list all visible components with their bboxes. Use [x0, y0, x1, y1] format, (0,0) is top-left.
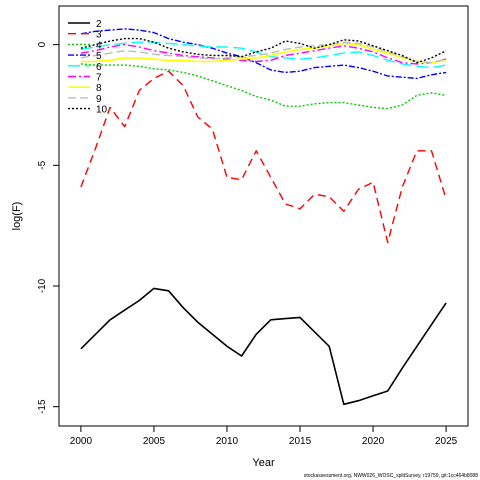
series-line-2	[80, 287, 447, 406]
series-line-3	[80, 70, 447, 244]
y-axis: 0 -5 -10 -15	[37, 41, 59, 414]
legend-label-3: 3	[96, 30, 102, 41]
x-axis: 2000 2005 2010 2015 2020 2025	[70, 426, 458, 447]
legend-label-10: 10	[96, 105, 108, 116]
x-tick-label: 2025	[435, 436, 458, 447]
series-layer	[80, 28, 447, 406]
y-tick-label: -15	[37, 399, 48, 414]
series-line-6	[80, 41, 447, 69]
legend-label-4: 4	[96, 40, 102, 51]
legend-label-6: 6	[96, 62, 102, 73]
x-tick-label: 2015	[289, 436, 312, 447]
x-axis-title: Year	[252, 457, 275, 469]
series-line-7	[80, 43, 447, 65]
y-tick-label: -10	[37, 278, 48, 293]
y-axis-title: log(F)	[11, 202, 23, 231]
series-line-5	[80, 28, 447, 80]
series-line-4	[80, 63, 447, 110]
y-tick-label: 0	[37, 41, 48, 47]
x-tick-label: 2000	[70, 436, 93, 447]
series-line-9	[80, 41, 447, 64]
legend-label-7: 7	[96, 73, 102, 84]
y-tick-label: -5	[37, 160, 48, 169]
legend-label-8: 8	[96, 83, 102, 94]
series-line-8	[80, 42, 447, 64]
legend-label-9: 9	[96, 94, 102, 105]
x-tick-label: 2010	[216, 436, 239, 447]
x-tick-label: 2005	[143, 436, 166, 447]
legend-label-5: 5	[96, 51, 102, 62]
legend-label-2: 2	[96, 19, 102, 30]
footnote: stockassessment.org, NWW026_WOSC_splitSu…	[304, 473, 478, 479]
series-line-10	[80, 37, 447, 64]
plot-frame	[58, 5, 469, 427]
x-tick-label: 2020	[362, 436, 385, 447]
